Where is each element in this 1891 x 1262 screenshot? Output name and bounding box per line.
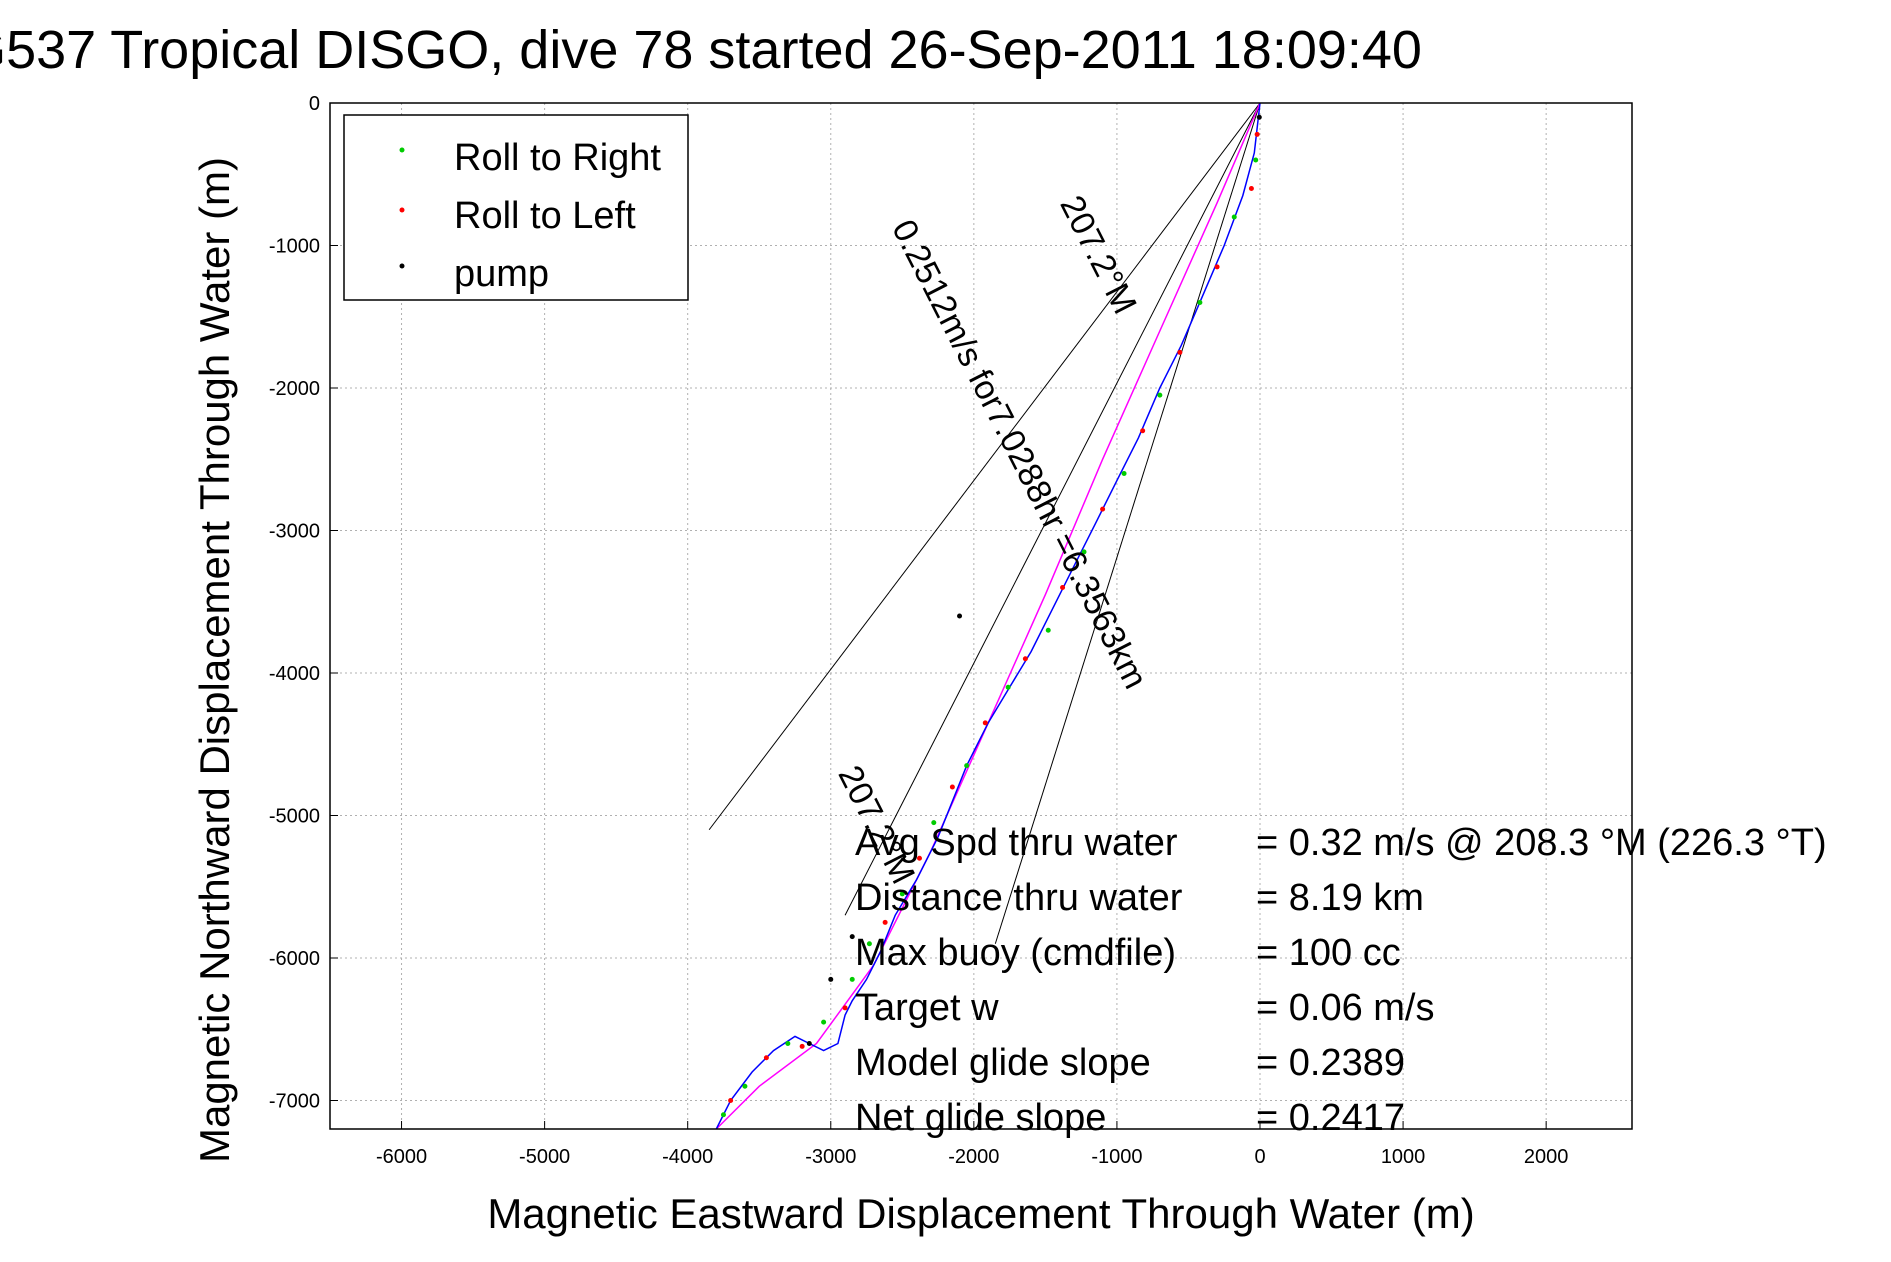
roll-left-point-1 xyxy=(1248,186,1254,191)
x-axis-ticks: -6000 -5000 -4000 -3000 -2000 -1000 0 1000 2000 xyxy=(376,1121,1568,1168)
annot-value-target-w: = 0.06 m/s xyxy=(1256,987,1434,1029)
x-tick-label-4: -2000 xyxy=(948,1146,999,1168)
roll-left-point-8 xyxy=(982,720,988,726)
annot-label-distance: Distance thru water xyxy=(855,877,1183,919)
annot-label-target-w: Target w xyxy=(855,987,999,1029)
legend-marker-pump xyxy=(399,263,405,269)
pump-point-1 xyxy=(957,613,963,619)
heading-line-1 xyxy=(844,102,1261,916)
legend-label-roll-right: Roll to Right xyxy=(454,137,661,179)
legend: Roll to Right Roll to Left pump xyxy=(343,114,689,301)
roll-left-point-6 xyxy=(1060,585,1066,590)
annot-label-model-glide: Model glide slope xyxy=(855,1042,1151,1084)
roll-right-point-3 xyxy=(1157,392,1163,398)
roll-right-point-12 xyxy=(849,976,855,982)
legend-label-roll-left: Roll to Left xyxy=(454,195,636,237)
roll-left-point-13 xyxy=(799,1043,805,1049)
heading-lines xyxy=(708,102,1261,944)
roll-right-point-15 xyxy=(742,1083,748,1089)
y-tick-label-0: 0 xyxy=(309,93,320,115)
annot-value-net-glide: = 0.2417 xyxy=(1256,1097,1405,1139)
roll-right-point-4 xyxy=(1121,471,1127,476)
legend-marker-roll-right xyxy=(399,147,405,153)
roll-right-point-0 xyxy=(1253,157,1259,163)
roll-right-point-1 xyxy=(1231,214,1237,220)
annot-value-avg-speed: = 0.32 m/s @ 208.3 °M (226.3 °T) xyxy=(1256,822,1827,864)
pump-point-0 xyxy=(1256,114,1262,120)
roll-right-point-10 xyxy=(899,891,905,897)
y-tick-label-7: -7000 xyxy=(269,1091,320,1113)
roll-left-point-14 xyxy=(763,1055,769,1061)
roll-left-point-7 xyxy=(1022,656,1028,662)
roll-right-point-2 xyxy=(1197,300,1203,305)
x-axis-label: Magnetic Eastward Displacement Through W… xyxy=(487,1190,1474,1237)
roll-right-point-11 xyxy=(866,941,872,947)
y-axis-ticks: 0 -1000 -2000 -3000 -4000 -5000 -6000 -7000 xyxy=(269,93,338,1113)
legend-box xyxy=(343,114,689,301)
x-tick-label-2: -4000 xyxy=(662,1146,713,1168)
y-tick-label-2: -2000 xyxy=(269,378,320,400)
x-tick-label-3: -3000 xyxy=(805,1146,856,1168)
x-tick-label-1: -5000 xyxy=(519,1146,570,1168)
plot-area-frame xyxy=(329,102,1633,1130)
y-tick-label-4: -4000 xyxy=(269,663,320,685)
roll-right-point-5 xyxy=(1081,549,1087,555)
roll-left-point-5 xyxy=(1100,506,1106,512)
glider-track-line xyxy=(715,102,1261,1130)
stats-annotations: Avg Spd thru water = 0.32 m/s @ 208.3 °M… xyxy=(855,822,1827,1139)
heading-line-2 xyxy=(994,102,1261,944)
x-tick-label-5: -1000 xyxy=(1091,1146,1142,1168)
roll-right-point-6 xyxy=(1045,627,1051,633)
roll-right-point-7 xyxy=(1005,684,1011,690)
x-tick-label-8: 2000 xyxy=(1524,1146,1569,1168)
roll-left-point-11 xyxy=(882,919,888,925)
y-tick-label-5: -5000 xyxy=(269,806,320,828)
y-tick-label-3: -3000 xyxy=(269,521,320,543)
annot-value-distance: = 8.19 km xyxy=(1256,877,1424,919)
y-tick-label-6: -6000 xyxy=(269,948,320,970)
current-track-line xyxy=(715,102,1261,1130)
roll-right-point-16 xyxy=(720,1112,726,1118)
tracks xyxy=(715,102,1261,1130)
pump-point-3 xyxy=(828,976,834,982)
annot-label-net-glide: Net glide slope xyxy=(855,1097,1106,1139)
roll-left-point-15 xyxy=(728,1098,734,1103)
roll-left-point-0 xyxy=(1254,131,1260,137)
legend-marker-roll-left xyxy=(399,207,405,213)
roll-left-point-3 xyxy=(1177,349,1183,355)
annot-value-model-glide: = 0.2389 xyxy=(1256,1042,1405,1084)
data-points xyxy=(720,114,1262,1118)
roll-right-point-8 xyxy=(964,763,970,769)
roll-left-point-12 xyxy=(842,1005,848,1011)
roll-right-point-13 xyxy=(821,1019,827,1025)
roll-left-point-2 xyxy=(1214,264,1220,270)
grid xyxy=(330,102,1632,1129)
legend-label-pump: pump xyxy=(454,253,549,295)
roll-right-point-9 xyxy=(931,820,937,826)
roll-left-point-4 xyxy=(1140,428,1146,434)
x-tick-label-7: 1000 xyxy=(1381,1146,1426,1168)
roll-right-point-14 xyxy=(785,1041,791,1046)
heading-annotation-0: 207.2°M xyxy=(1052,190,1144,320)
y-axis-label: Magnetic Northward Displacement Through … xyxy=(191,157,238,1163)
heading-line-0 xyxy=(708,102,1261,831)
heading-annotations: 207.2°M0.2512m/s for7.0288hr =6.3563km20… xyxy=(831,190,1155,890)
chart-title: SG537 Tropical DISGO, dive 78 started 26… xyxy=(0,20,1422,80)
pump-point-4 xyxy=(806,1041,812,1046)
x-tick-label-6: 0 xyxy=(1254,1146,1265,1168)
roll-left-point-10 xyxy=(916,855,922,861)
pump-point-2 xyxy=(849,934,855,940)
annot-label-max-buoy: Max buoy (cmdfile) xyxy=(855,932,1176,974)
annot-value-max-buoy: = 100 cc xyxy=(1256,932,1401,974)
roll-left-point-9 xyxy=(949,784,955,790)
y-tick-label-1: -1000 xyxy=(269,236,320,258)
x-tick-label-0: -6000 xyxy=(376,1146,427,1168)
annot-label-avg-speed: Avg Spd thru water xyxy=(855,822,1178,864)
